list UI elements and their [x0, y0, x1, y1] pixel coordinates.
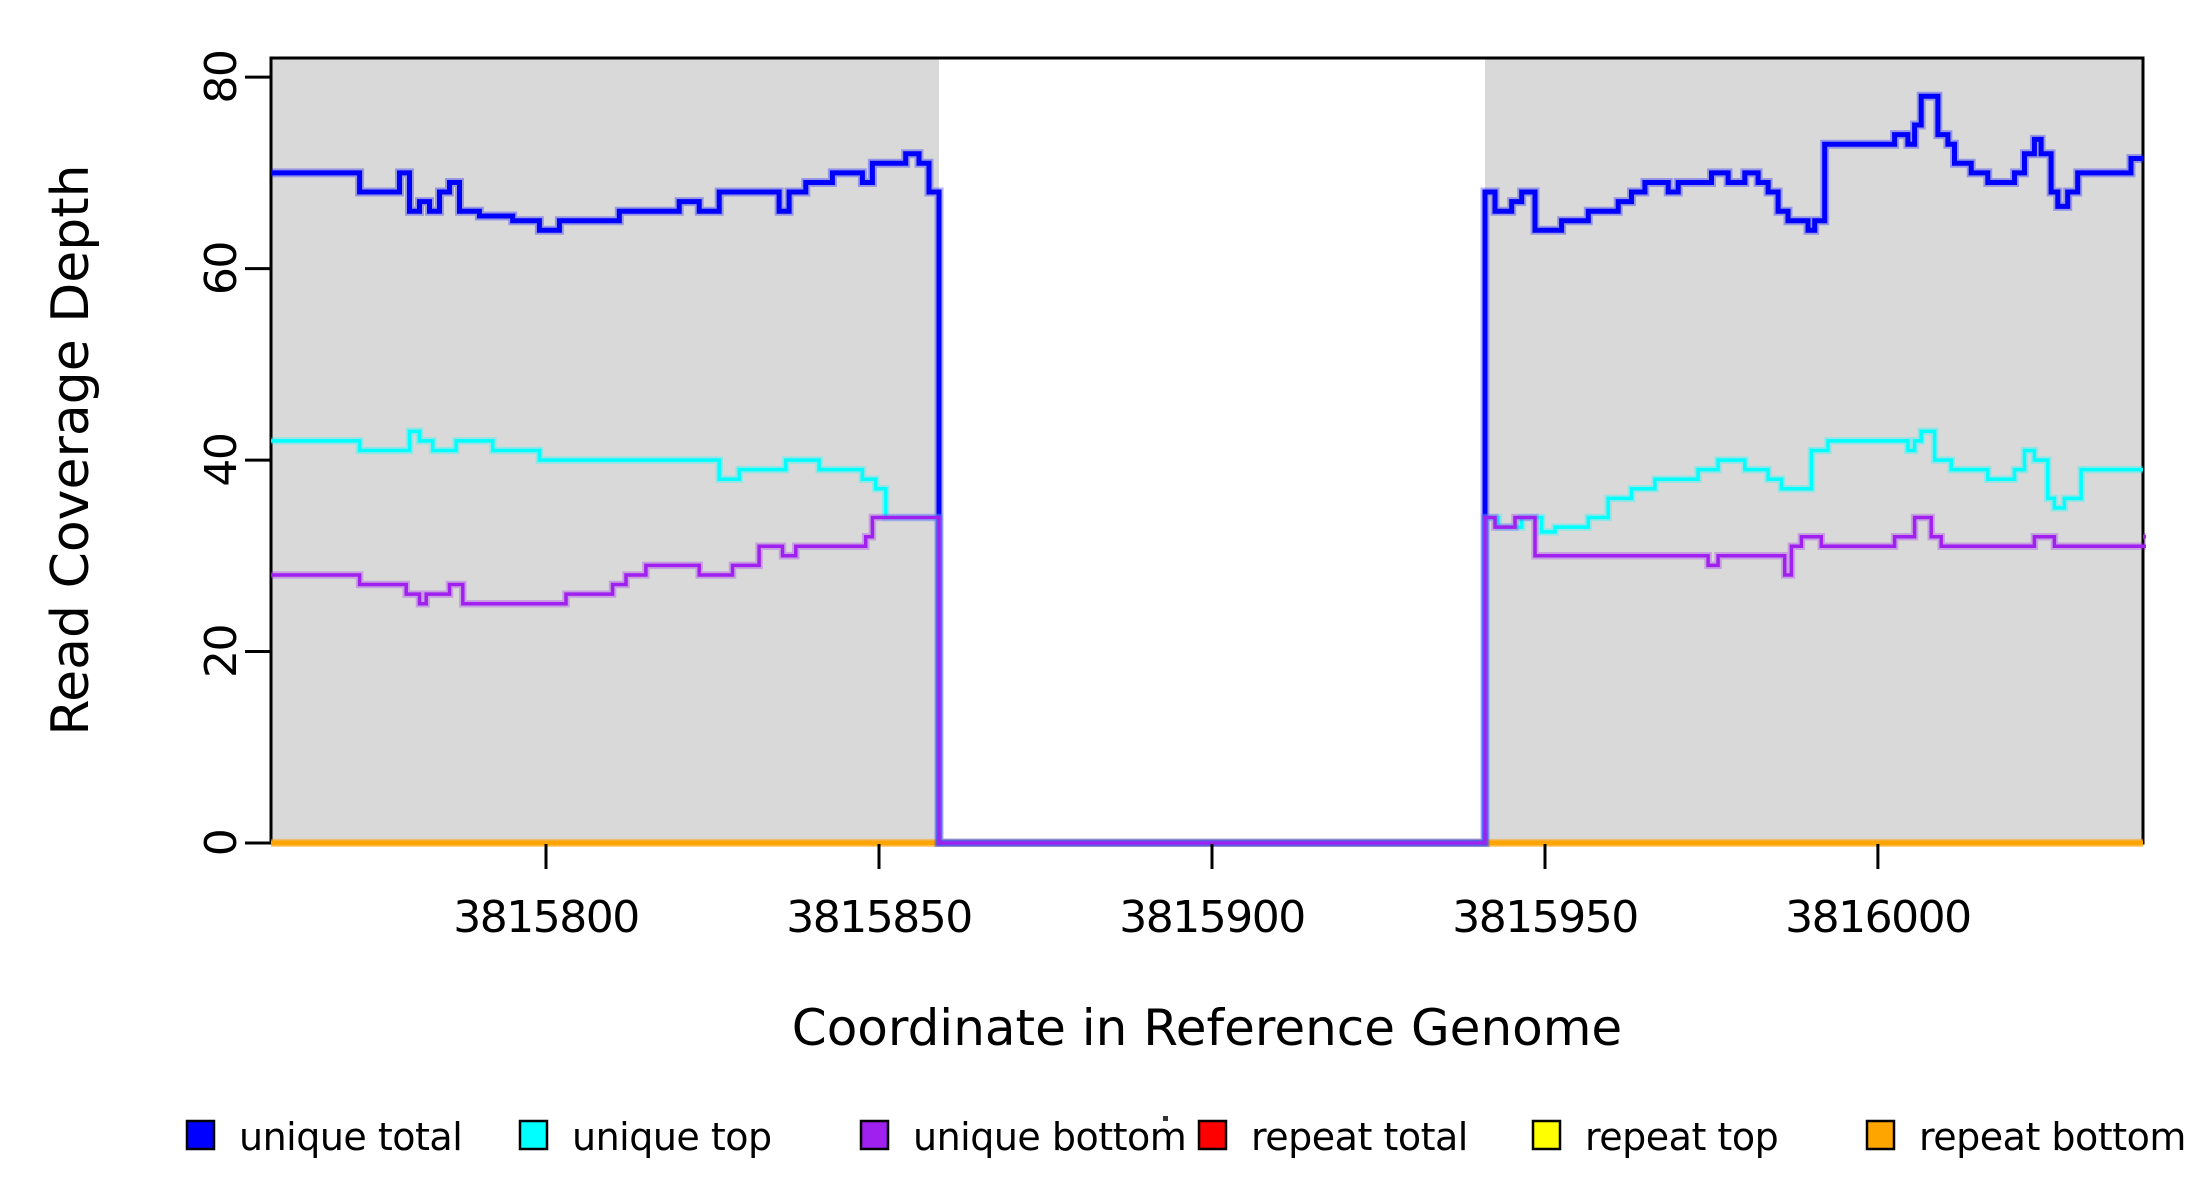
series-unique-total-line: [271, 93, 2143, 846]
x-tick-label: 3815900: [1119, 892, 1304, 943]
legend-swatch-repeat-bottom: [1865, 1119, 1896, 1151]
legend-swatch-unique-total: [185, 1119, 216, 1151]
stray-dot: [1163, 1116, 1168, 1121]
legend-label-unique-bottom: unique bottom: [913, 1115, 1186, 1159]
legend-label-unique-total: unique total: [239, 1115, 462, 1159]
shaded-regions: [271, 58, 2143, 843]
series-unique-top-line: [271, 429, 2143, 845]
x-axis-title: Coordinate in Reference Genome: [792, 999, 1622, 1057]
y-tick-label: 40: [196, 434, 247, 487]
x-tick-label: 3815850: [786, 892, 971, 943]
y-tick-label: 0: [196, 830, 247, 857]
x-tick-label: 3816000: [1785, 892, 1970, 943]
legend-swatch-unique-top: [518, 1119, 549, 1151]
y-tick-label: 60: [196, 242, 247, 295]
legend-label-repeat-bottom: repeat bottom: [1919, 1115, 2186, 1159]
x-axis: 3815800 3815850 3815900 3815950 3816000: [453, 844, 1972, 943]
y-tick-label: 20: [196, 625, 247, 678]
legend-label-repeat-top: repeat top: [1585, 1115, 1778, 1159]
y-tick-label: 80: [196, 51, 247, 104]
series-group: [271, 91, 2146, 847]
y-axis: 0 20 40 60 80: [196, 51, 270, 857]
legend-label-repeat-total: repeat total: [1251, 1115, 1468, 1159]
y-axis-title: Read Coverage Depth: [41, 164, 101, 735]
legend-swatch-unique-bottom: [859, 1119, 890, 1151]
legend: unique total unique top unique bottom repea…: [185, 1115, 2186, 1159]
legend-swatch-repeat-total: [1197, 1119, 1228, 1151]
legend-swatch-repeat-top: [1531, 1119, 1562, 1151]
x-tick-label: 3815950: [1452, 892, 1637, 943]
series-unique-bottom-line: [271, 515, 2146, 845]
x-tick-label: 3815800: [453, 892, 638, 943]
legend-label-unique-top: unique top: [572, 1115, 772, 1159]
